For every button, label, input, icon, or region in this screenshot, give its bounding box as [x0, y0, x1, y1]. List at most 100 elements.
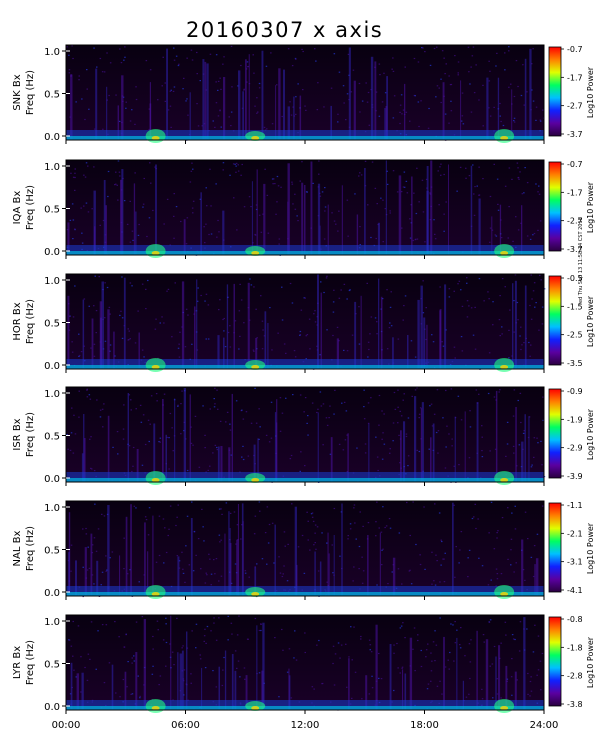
noise-pixel	[72, 655, 74, 657]
noise-pixel	[386, 170, 388, 172]
noise-pixel	[235, 162, 238, 164]
noise-pixel	[351, 697, 353, 699]
noise-pixel	[107, 170, 110, 173]
noise-pixel	[439, 617, 441, 619]
colorbar-tick-label: -3.5	[567, 359, 583, 368]
colorbar-tick-label: -2.7	[567, 217, 583, 226]
noise-pixel	[285, 397, 287, 399]
streak	[245, 59, 247, 140]
noise-pixel	[402, 399, 404, 401]
noise-pixel	[147, 419, 150, 421]
noise-pixel	[163, 393, 166, 395]
noise-pixel	[291, 503, 293, 505]
noise-pixel	[117, 160, 120, 162]
noise-pixel	[266, 128, 268, 130]
noise-pixel	[513, 121, 516, 123]
noise-pixel	[496, 178, 499, 180]
streak	[521, 441, 524, 482]
noise-pixel	[403, 171, 406, 173]
noise-pixel	[393, 644, 395, 646]
streak	[107, 505, 110, 596]
noise-pixel	[370, 236, 372, 239]
noise-pixel	[392, 440, 394, 442]
noise-pixel	[258, 438, 260, 440]
noise-pixel	[421, 179, 424, 181]
noise-pixel	[155, 561, 158, 563]
streak	[223, 337, 225, 369]
noise-pixel	[441, 540, 443, 543]
noise-pixel	[115, 692, 117, 694]
noise-pixel	[124, 46, 126, 48]
noise-pixel	[443, 230, 445, 232]
noise-pixel	[91, 468, 93, 470]
noise-pixel	[97, 528, 100, 530]
noise-pixel	[331, 212, 333, 214]
noise-pixel	[524, 579, 526, 581]
noise-pixel	[496, 573, 499, 575]
noise-pixel	[109, 350, 111, 352]
streak	[237, 504, 239, 596]
noise-pixel	[313, 688, 315, 690]
noise-pixel	[83, 174, 85, 176]
streak	[144, 522, 146, 596]
noise-pixel	[361, 698, 363, 700]
y-tick-label: 0.0	[44, 474, 60, 485]
noise-pixel	[134, 172, 136, 174]
noise-pixel	[510, 549, 512, 551]
noise-pixel	[325, 277, 328, 279]
noise-pixel	[539, 660, 542, 662]
noise-pixel	[443, 213, 445, 215]
noise-pixel	[537, 229, 539, 231]
noise-pixel	[388, 327, 391, 329]
noise-pixel	[129, 338, 131, 340]
noise-pixel	[489, 665, 491, 667]
noise-pixel	[384, 208, 387, 210]
noise-pixel	[181, 390, 183, 392]
colorbar-tick-label: -2.5	[567, 331, 583, 340]
noise-pixel	[378, 527, 380, 529]
streak	[385, 160, 387, 255]
streak	[226, 284, 229, 369]
noise-pixel	[66, 434, 68, 436]
noise-pixel	[302, 89, 304, 91]
y-tick-label: 0.0	[44, 361, 60, 372]
noise-pixel	[91, 574, 94, 576]
noise-pixel	[82, 528, 84, 530]
noise-pixel	[93, 166, 95, 168]
burst-core	[251, 706, 260, 710]
noise-pixel	[499, 389, 501, 391]
noise-pixel	[205, 572, 207, 574]
noise-pixel	[230, 454, 233, 456]
noise-pixel	[141, 616, 144, 618]
noise-pixel	[517, 85, 519, 88]
noise-pixel	[114, 184, 116, 186]
noise-pixel	[134, 342, 137, 344]
noise-pixel	[504, 621, 507, 623]
streak	[417, 299, 420, 369]
streak	[174, 398, 176, 482]
noise-pixel	[522, 432, 525, 434]
noise-pixel	[307, 520, 309, 522]
noise-pixel	[311, 512, 314, 514]
noise-pixel	[221, 513, 223, 515]
noise-pixel	[535, 106, 538, 108]
noise-pixel	[268, 441, 271, 443]
noise-pixel	[93, 537, 96, 539]
noise-pixel	[361, 582, 364, 584]
noise-pixel	[102, 219, 105, 222]
noise-pixel	[407, 465, 409, 467]
low-freq-band	[66, 586, 544, 596]
noise-pixel	[297, 220, 299, 222]
noise-pixel	[483, 300, 485, 302]
streak	[189, 394, 191, 482]
streak	[403, 421, 406, 482]
streak	[120, 179, 123, 255]
noise-pixel	[342, 449, 345, 451]
noise-pixel	[190, 682, 192, 684]
noise-pixel	[409, 218, 411, 220]
noise-pixel	[80, 691, 82, 693]
noise-pixel	[131, 470, 133, 473]
noise-pixel	[366, 101, 369, 103]
streak	[107, 415, 110, 482]
noise-pixel	[116, 431, 119, 433]
